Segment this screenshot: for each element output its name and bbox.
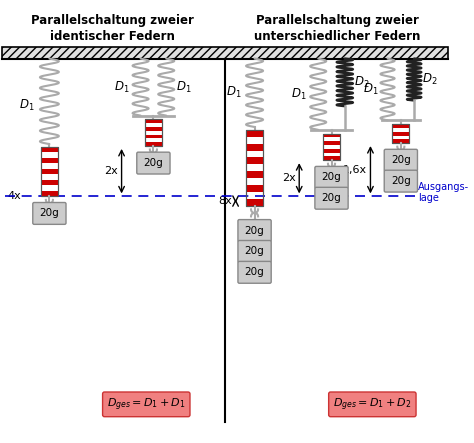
Bar bbox=[41, 180, 58, 185]
Bar bbox=[323, 149, 340, 153]
Bar bbox=[323, 141, 340, 145]
Bar bbox=[41, 158, 58, 163]
Bar bbox=[323, 134, 340, 137]
Bar bbox=[246, 130, 263, 137]
Bar bbox=[0, 47, 450, 58]
FancyBboxPatch shape bbox=[328, 392, 416, 417]
Bar bbox=[41, 147, 58, 152]
Text: 20g: 20g bbox=[39, 208, 59, 218]
FancyBboxPatch shape bbox=[137, 152, 170, 174]
Bar bbox=[246, 199, 263, 206]
Bar bbox=[145, 120, 162, 146]
Text: 20g: 20g bbox=[322, 172, 341, 183]
Text: Parallelschaltung zweier
unterschiedlicher Federn: Parallelschaltung zweier unterschiedlich… bbox=[254, 14, 420, 43]
FancyBboxPatch shape bbox=[384, 149, 418, 171]
Bar bbox=[246, 171, 263, 178]
Bar bbox=[246, 130, 263, 206]
Bar bbox=[323, 156, 340, 160]
Text: 20g: 20g bbox=[245, 246, 264, 256]
FancyBboxPatch shape bbox=[238, 241, 271, 262]
Text: $D_2$: $D_2$ bbox=[354, 75, 370, 90]
FancyBboxPatch shape bbox=[315, 167, 348, 188]
FancyBboxPatch shape bbox=[33, 202, 66, 224]
Text: 20g: 20g bbox=[391, 176, 411, 186]
Text: 20g: 20g bbox=[245, 225, 264, 236]
Text: $D_1$: $D_1$ bbox=[18, 98, 34, 113]
FancyBboxPatch shape bbox=[315, 187, 348, 209]
Text: 20g: 20g bbox=[144, 158, 163, 168]
Text: $D_1$: $D_1$ bbox=[114, 80, 129, 95]
Text: $D_{ges}=D_1+D_2$: $D_{ges}=D_1+D_2$ bbox=[333, 396, 411, 412]
FancyBboxPatch shape bbox=[102, 392, 190, 417]
Bar bbox=[392, 140, 410, 143]
Text: 8x: 8x bbox=[218, 196, 232, 206]
Bar bbox=[41, 147, 58, 196]
Text: 2x: 2x bbox=[282, 173, 295, 183]
Bar bbox=[145, 135, 162, 138]
Bar bbox=[392, 124, 410, 143]
Text: $D_2$: $D_2$ bbox=[422, 72, 437, 87]
Text: $D_1$: $D_1$ bbox=[363, 82, 378, 97]
Bar bbox=[41, 147, 58, 196]
FancyBboxPatch shape bbox=[238, 261, 271, 283]
Bar bbox=[392, 132, 410, 136]
Bar bbox=[246, 185, 263, 192]
FancyBboxPatch shape bbox=[384, 170, 418, 192]
Bar bbox=[41, 169, 58, 175]
Text: Parallelschaltung zweier
identischer Federn: Parallelschaltung zweier identischer Fed… bbox=[31, 14, 193, 43]
Text: 20g: 20g bbox=[322, 193, 341, 203]
Text: Ausgangs-
lage: Ausgangs- lage bbox=[418, 182, 469, 203]
Bar bbox=[145, 120, 162, 146]
Text: 20g: 20g bbox=[391, 155, 411, 165]
Text: $D_1$: $D_1$ bbox=[226, 85, 241, 101]
Bar bbox=[246, 144, 263, 151]
Text: $D_1$: $D_1$ bbox=[176, 80, 191, 95]
Bar bbox=[392, 124, 410, 143]
Bar bbox=[41, 191, 58, 196]
Bar bbox=[392, 124, 410, 128]
Text: $D_1$: $D_1$ bbox=[292, 87, 307, 102]
Bar bbox=[145, 120, 162, 123]
Bar bbox=[145, 142, 162, 146]
Bar bbox=[246, 157, 263, 164]
Text: 4x: 4x bbox=[7, 191, 21, 201]
Text: 1,6x: 1,6x bbox=[343, 165, 367, 175]
Bar bbox=[323, 134, 340, 160]
Bar bbox=[145, 127, 162, 131]
FancyBboxPatch shape bbox=[238, 220, 271, 241]
Text: 20g: 20g bbox=[245, 267, 264, 277]
Text: 2x: 2x bbox=[104, 166, 118, 176]
Text: $D_{ges}=D_1+D_1$: $D_{ges}=D_1+D_1$ bbox=[107, 396, 186, 412]
Bar bbox=[323, 134, 340, 160]
Bar bbox=[2, 47, 448, 58]
Bar bbox=[246, 130, 263, 206]
